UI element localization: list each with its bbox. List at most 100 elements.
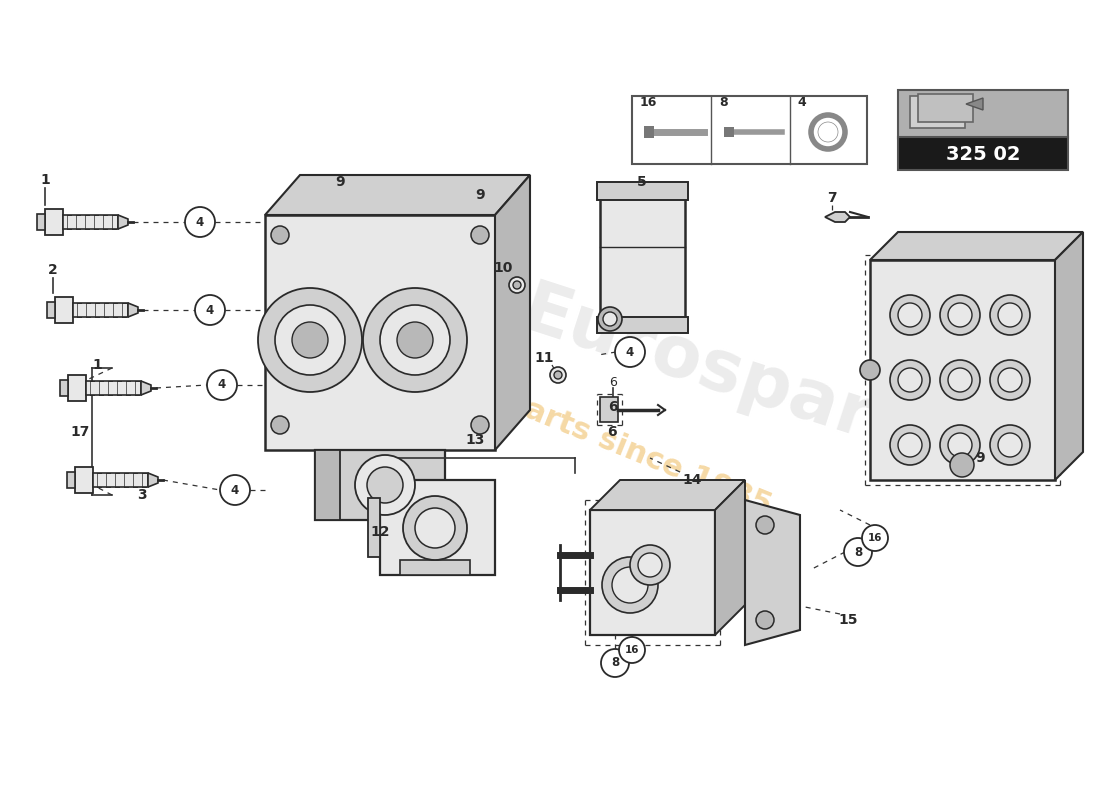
Circle shape xyxy=(862,525,888,551)
Bar xyxy=(94,473,148,487)
Circle shape xyxy=(379,305,450,375)
Text: 4: 4 xyxy=(798,96,805,109)
Circle shape xyxy=(638,553,662,577)
Circle shape xyxy=(355,455,415,515)
Bar xyxy=(644,126,654,138)
Polygon shape xyxy=(495,175,530,450)
Circle shape xyxy=(950,453,974,477)
Bar xyxy=(600,397,618,422)
Bar xyxy=(870,260,1055,480)
Circle shape xyxy=(415,508,455,548)
Circle shape xyxy=(860,360,880,380)
Circle shape xyxy=(554,371,562,379)
Text: Eurospares: Eurospares xyxy=(512,277,968,483)
Text: 16: 16 xyxy=(868,533,882,543)
Circle shape xyxy=(509,277,525,293)
Text: 16: 16 xyxy=(625,645,639,655)
Bar xyxy=(379,480,495,575)
Circle shape xyxy=(898,368,922,392)
Bar xyxy=(86,381,141,395)
Circle shape xyxy=(890,425,930,465)
Circle shape xyxy=(619,637,645,663)
Text: 17: 17 xyxy=(70,425,90,439)
Circle shape xyxy=(513,281,521,289)
Circle shape xyxy=(258,288,362,392)
Text: 14: 14 xyxy=(682,473,702,487)
Circle shape xyxy=(612,567,648,603)
Polygon shape xyxy=(37,214,45,230)
Text: 9: 9 xyxy=(475,188,485,202)
Circle shape xyxy=(990,425,1030,465)
Circle shape xyxy=(271,416,289,434)
Text: 2: 2 xyxy=(48,263,58,277)
Polygon shape xyxy=(47,302,55,318)
Circle shape xyxy=(207,370,236,400)
Circle shape xyxy=(275,305,345,375)
Circle shape xyxy=(630,545,670,585)
Bar xyxy=(63,215,118,229)
Circle shape xyxy=(363,288,468,392)
Circle shape xyxy=(292,322,328,358)
Bar xyxy=(590,510,715,635)
Polygon shape xyxy=(966,98,983,110)
Text: 4: 4 xyxy=(196,215,205,229)
Circle shape xyxy=(940,360,980,400)
Circle shape xyxy=(940,425,980,465)
Bar xyxy=(918,94,974,122)
Polygon shape xyxy=(68,375,86,401)
Text: 5: 5 xyxy=(637,175,647,189)
Circle shape xyxy=(603,312,617,326)
Text: 3: 3 xyxy=(138,488,146,502)
Circle shape xyxy=(998,433,1022,457)
Circle shape xyxy=(756,611,774,629)
Polygon shape xyxy=(1055,232,1084,480)
Polygon shape xyxy=(148,473,158,487)
Circle shape xyxy=(403,496,467,560)
Bar xyxy=(597,182,688,200)
Polygon shape xyxy=(870,232,1084,260)
Text: 12: 12 xyxy=(371,525,389,539)
Bar xyxy=(597,317,688,333)
Polygon shape xyxy=(60,380,68,396)
Text: 15: 15 xyxy=(838,613,858,627)
Text: 1: 1 xyxy=(92,358,102,372)
Circle shape xyxy=(940,295,980,335)
Circle shape xyxy=(998,368,1022,392)
Circle shape xyxy=(615,337,645,367)
Polygon shape xyxy=(825,212,850,222)
Circle shape xyxy=(220,475,250,505)
Circle shape xyxy=(550,367,566,383)
Polygon shape xyxy=(55,297,73,323)
Bar xyxy=(315,450,446,520)
Polygon shape xyxy=(75,467,94,493)
Circle shape xyxy=(471,226,490,244)
Bar xyxy=(400,560,470,575)
Text: 325 02: 325 02 xyxy=(946,145,1021,163)
Text: 8: 8 xyxy=(854,546,862,558)
Text: 4: 4 xyxy=(626,346,634,358)
Circle shape xyxy=(948,303,972,327)
Polygon shape xyxy=(118,215,128,229)
Bar xyxy=(898,90,1068,138)
Bar xyxy=(73,303,128,317)
Bar xyxy=(600,195,685,325)
Text: 6: 6 xyxy=(609,375,617,389)
Text: 13: 13 xyxy=(465,433,485,447)
Text: 9: 9 xyxy=(976,451,984,465)
Circle shape xyxy=(471,416,490,434)
Bar xyxy=(315,450,340,520)
Circle shape xyxy=(948,368,972,392)
Text: 6: 6 xyxy=(607,425,617,439)
Circle shape xyxy=(990,295,1030,335)
Circle shape xyxy=(756,516,774,534)
Circle shape xyxy=(898,433,922,457)
Text: a passion for parts since 1985: a passion for parts since 1985 xyxy=(284,299,776,521)
Text: 10: 10 xyxy=(493,261,513,275)
Circle shape xyxy=(818,122,838,142)
Text: 16: 16 xyxy=(640,96,658,109)
Text: 7: 7 xyxy=(827,191,837,205)
Circle shape xyxy=(271,226,289,244)
Circle shape xyxy=(998,303,1022,327)
Circle shape xyxy=(898,303,922,327)
Polygon shape xyxy=(745,500,800,645)
